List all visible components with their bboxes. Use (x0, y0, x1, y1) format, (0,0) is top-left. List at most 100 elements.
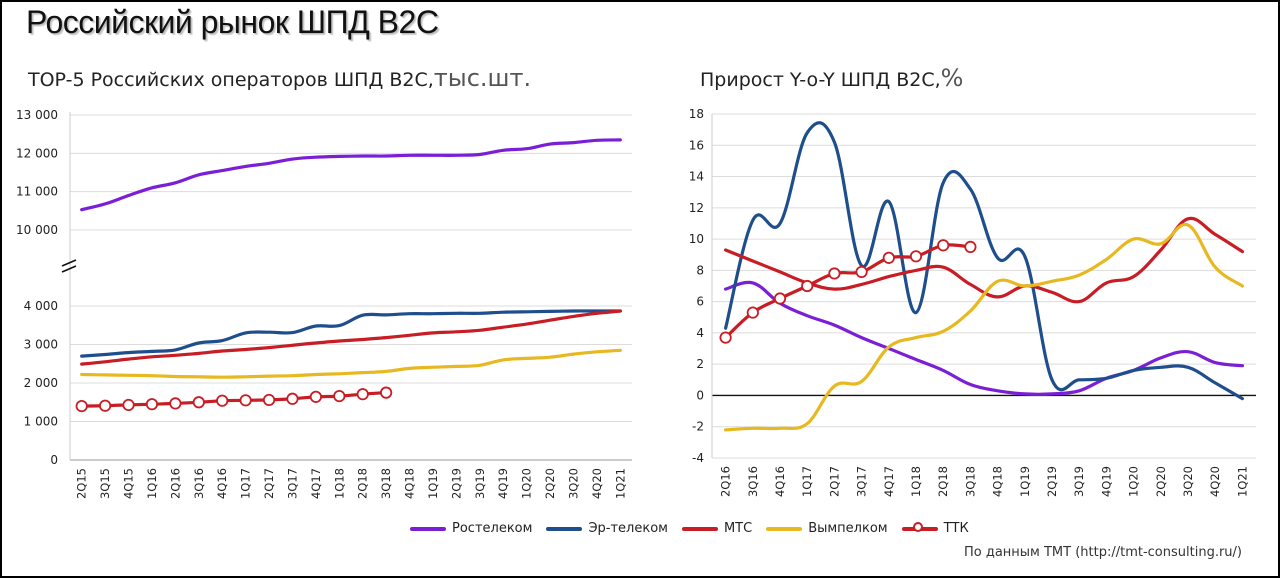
left-chart-title-text: TOP-5 Российских операторов ШПД B2C, (28, 69, 434, 91)
left-x-tick-label: 2Q16 (168, 468, 182, 499)
right-y-tick-label: 4 (696, 326, 704, 340)
left-series-4-point-4 (169, 397, 182, 410)
left-chart-unit: тыс.шт. (433, 64, 532, 92)
legend-swatch (681, 526, 718, 531)
right-series-4-point-2 (773, 292, 787, 305)
right-x-tick-label: 4Q20 (1208, 466, 1222, 497)
right-x-tick-label: 1Q18 (909, 466, 923, 497)
left-y-tick-label: 12 000 (16, 146, 58, 160)
left-y-tick-label: 2 000 (24, 376, 58, 390)
left-x-tick-label: 3Q16 (192, 468, 206, 499)
right-x-tick-label: 3Q17 (855, 466, 869, 497)
left-y-tick-label: 11 000 (16, 185, 58, 199)
right-x-tick-label: 4Q19 (1099, 466, 1113, 497)
right-chart-unit: % (940, 64, 964, 92)
right-x-tick-label: 2Q18 (936, 466, 950, 497)
right-series-4-point-6 (882, 251, 895, 264)
left-x-tick-label: 2Q18 (356, 468, 370, 499)
legend-label: Ростелеком (452, 521, 533, 536)
right-x-tick-label: 2Q17 (827, 466, 841, 497)
right-series-4-line (724, 243, 972, 340)
right-y-tick-label: -2 (692, 420, 704, 434)
left-series-4-point-13 (380, 386, 393, 399)
left-x-tick-label: 4Q17 (309, 468, 323, 499)
left-x-tick-label: 2Q19 (449, 468, 463, 499)
left-series-4-point-3 (145, 398, 159, 411)
left-series-2-line (80, 309, 622, 366)
left-x-tick-label: 2Q20 (543, 468, 557, 499)
right-y-tick-label: -4 (692, 451, 704, 465)
source-note: По данным ТМТ (http://tmt-consulting.ru/… (963, 545, 1242, 560)
right-series-4-point-8 (937, 239, 950, 252)
right-y-tick-label: 10 (689, 232, 704, 246)
right-y-tick-label: 16 (689, 138, 704, 152)
left-x-tick-label: 1Q19 (426, 468, 440, 499)
right-series-3-line (724, 222, 1244, 432)
legend-marker-icon (912, 521, 923, 532)
right-series-1-line (724, 121, 1244, 401)
left-series-4-point-1 (99, 399, 112, 412)
right-series-4-point-0 (719, 331, 732, 344)
left-x-tick-label: 3Q18 (379, 468, 393, 499)
page-title: Российский рынок ШПД B2C (26, 4, 439, 40)
left-x-tick-label: 2Q15 (75, 468, 89, 499)
axis-break-icon (61, 259, 77, 273)
right-chart-title-text: Прирост Y-o-Y ШПД B2C, (700, 69, 941, 91)
legend-item-0: Ростелеком (410, 521, 532, 536)
right-x-tick-label: 1Q20 (1127, 466, 1141, 497)
right-series-4-point-4 (828, 267, 841, 280)
left-series-4-point-11 (333, 389, 346, 403)
left-x-tick-label: 1Q20 (520, 468, 534, 499)
right-x-tick-label: 3Q19 (1072, 466, 1086, 497)
left-y-tick-label: 4 000 (24, 299, 58, 313)
left-series-0-line (80, 138, 622, 212)
legend-item-4: ТТК (901, 521, 969, 536)
left-y-tick-label: 3 000 (24, 338, 58, 352)
right-x-tick-label: 2Q19 (1045, 466, 1059, 497)
left-x-tick-label: 4Q19 (496, 468, 510, 499)
right-x-tick-label: 2Q20 (1154, 466, 1168, 497)
legend-item-2: МТС (681, 521, 753, 536)
right-y-tick-label: 14 (689, 170, 704, 184)
legend-item-1: Эр-телеком (546, 521, 668, 536)
legend-swatch (766, 526, 803, 531)
right-x-tick-label: 2Q16 (719, 466, 733, 497)
left-x-tick-label: 4Q16 (215, 468, 229, 499)
left-series-4-point-6 (216, 394, 229, 407)
left-series-4-point-0 (75, 399, 88, 413)
left-y-tick-label: 10 000 (16, 223, 58, 237)
right-series-4-point-7 (909, 250, 923, 263)
legend: Ростелеком Эр-телеком МТС Вымпелком ТТК (410, 521, 983, 536)
left-x-tick-label: 1Q16 (145, 468, 159, 499)
left-series-4-point-7 (239, 394, 252, 407)
right-chart-title: Прирост Y-o-Y ШПД B2C,% (700, 64, 963, 92)
right-series-4-point-5 (855, 265, 868, 279)
right-series-0-line (724, 280, 1244, 396)
legend-label: Эр-телеком (588, 521, 668, 536)
left-series-3-line (80, 348, 622, 379)
legend-label: ТТК (943, 521, 969, 536)
right-y-tick-label: 8 (696, 263, 704, 277)
right-y-tick-label: 2 (696, 357, 704, 371)
left-series-4-point-12 (356, 388, 369, 401)
left-x-tick-label: 3Q17 (285, 468, 299, 499)
legend-swatch (901, 521, 938, 532)
left-x-tick-label: 3Q19 (473, 468, 487, 499)
left-x-tick-label: 4Q20 (590, 468, 604, 499)
left-y-tick-label: 0 (50, 453, 58, 467)
legend-swatch (546, 526, 583, 531)
left-series-1-line (80, 309, 622, 358)
legend-swatch (410, 526, 446, 531)
left-x-tick-label: 4Q18 (403, 468, 417, 499)
right-x-tick-label: 1Q19 (1018, 466, 1032, 497)
left-y-tick-label: 13 000 (16, 108, 58, 122)
right-y-tick-label: 12 (689, 201, 704, 215)
right-x-tick-label: 1Q17 (800, 466, 814, 497)
right-series-4-point-3 (801, 279, 814, 293)
left-series-4-point-5 (192, 396, 205, 409)
legend-label: МТС (723, 521, 753, 536)
left-x-tick-label: 1Q17 (239, 468, 253, 499)
left-x-tick-label: 3Q20 (566, 468, 580, 499)
